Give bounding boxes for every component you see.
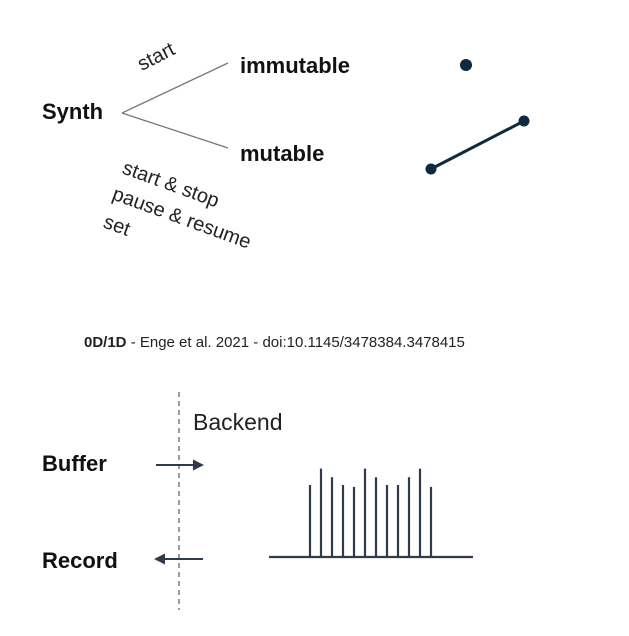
immutable-label: immutable — [240, 53, 351, 78]
record-arrow-icon — [154, 553, 203, 565]
buffer-label: Buffer — [42, 451, 107, 476]
buffer-arrow-icon — [156, 459, 204, 471]
branch-line-upper — [121, 62, 229, 114]
caption-bold: 0D/1D — [84, 334, 127, 351]
waveform-bars — [308, 468, 433, 556]
citation-caption: 0D/1D - Enge et al. 2021 - doi:10.1145/3… — [84, 334, 465, 351]
branch-line-lower — [121, 112, 229, 149]
caption-rest: - Enge et al. 2021 - doi:10.1145/3478384… — [126, 334, 465, 351]
backend-label: Backend — [193, 409, 283, 435]
mutable-label: mutable — [240, 141, 325, 166]
record-label: Record — [42, 548, 118, 573]
segment-end-point — [518, 115, 530, 127]
point-0d — [460, 59, 472, 71]
segment-start-point — [425, 163, 437, 175]
segment-1d — [430, 119, 525, 171]
synth-label: Synth — [42, 99, 104, 124]
